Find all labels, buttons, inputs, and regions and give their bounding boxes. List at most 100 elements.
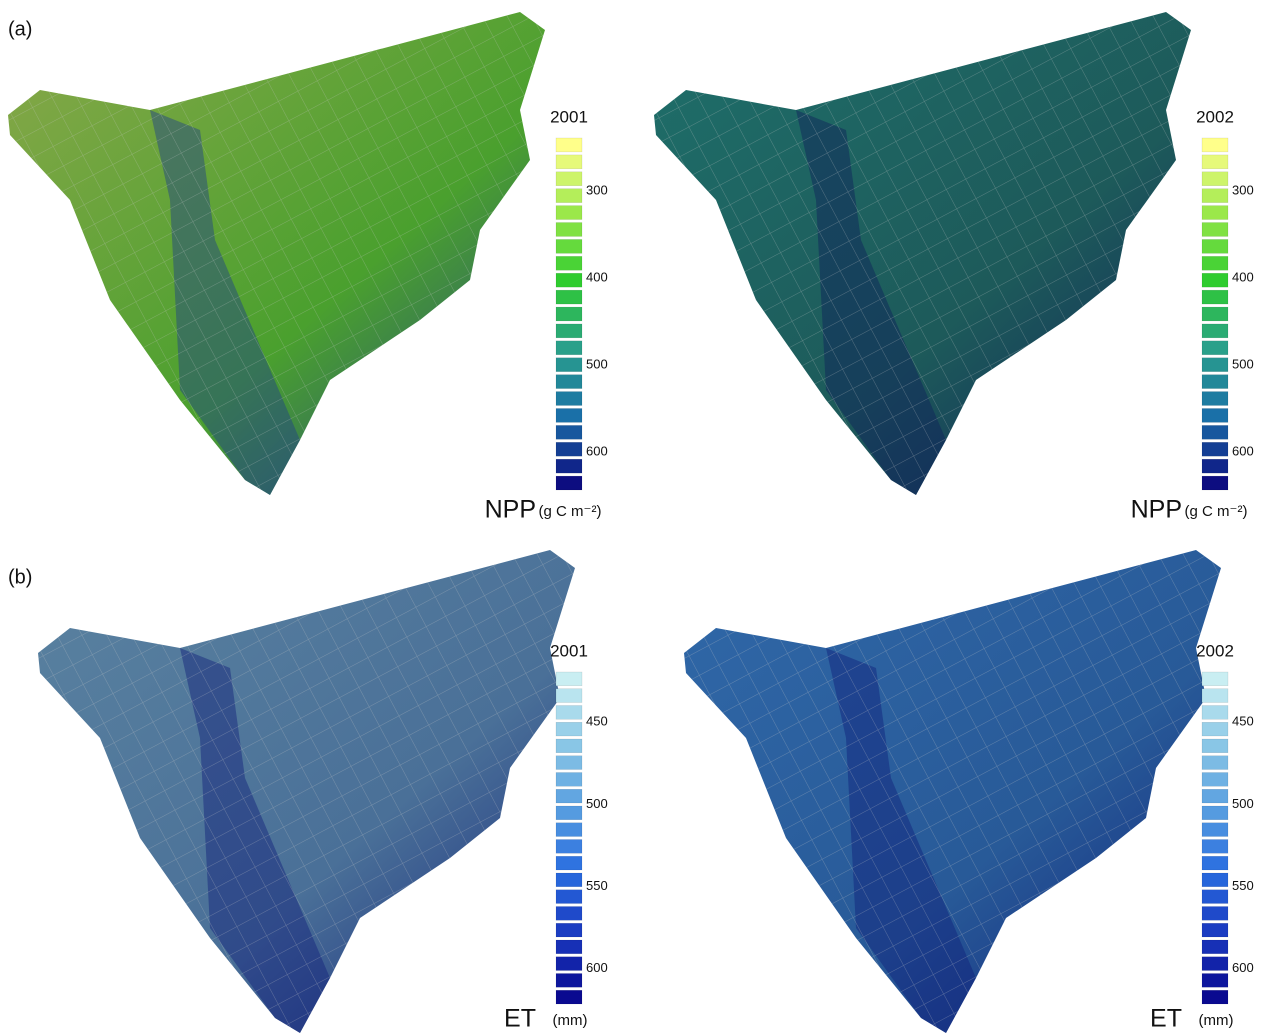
colorbar-swatch <box>555 923 583 938</box>
colorbar-swatch <box>555 990 583 1005</box>
panel-label: (a) <box>8 18 32 40</box>
colorbar-swatch <box>1201 889 1229 904</box>
colorbar-swatch <box>1201 391 1229 406</box>
colorbar-swatch <box>1201 374 1229 389</box>
colorbar-swatch <box>1201 222 1229 237</box>
colorbar-swatch <box>1201 306 1229 322</box>
variable-label: NPP <box>485 496 536 524</box>
colorbar-tick-label: 500 <box>586 357 608 372</box>
colorbar-swatch <box>555 137 583 153</box>
colorbar-tick-label: 500 <box>586 796 608 811</box>
colorbar-swatch <box>555 475 583 491</box>
colorbar-swatch <box>1201 188 1229 203</box>
colorbar-swatch <box>1201 425 1229 440</box>
colorbar-swatch <box>555 705 583 720</box>
colorbar-swatch <box>555 289 583 305</box>
colorbar-swatch <box>1201 323 1229 339</box>
colorbar-swatch <box>1201 154 1229 170</box>
colorbar-swatch <box>1201 458 1229 474</box>
colorbar-swatch <box>555 306 583 322</box>
colorbar-swatch <box>1201 805 1229 820</box>
colorbar-swatch <box>1201 205 1229 220</box>
colorbar-swatch <box>1201 738 1229 753</box>
surface <box>8 12 545 495</box>
colorbar-tick-label: 400 <box>586 270 608 285</box>
colorbar-swatch <box>555 205 583 220</box>
colorbar-swatch <box>555 171 583 186</box>
colorbar-tick-label: 500 <box>1232 796 1254 811</box>
colorbar-swatch <box>555 789 583 804</box>
variable-label: ET <box>1150 1005 1182 1033</box>
colorbar-swatch <box>555 973 583 988</box>
colorbar-tick-label: 550 <box>586 878 608 893</box>
colorbar-swatch <box>1201 171 1229 186</box>
surface-grid <box>38 550 575 1033</box>
colorbar-swatch <box>1201 722 1229 737</box>
colorbar-swatch <box>1201 408 1229 423</box>
colorbar-swatch <box>1201 289 1229 305</box>
colorbar-swatch <box>555 154 583 170</box>
colorbar-swatch <box>555 323 583 339</box>
colorbar-year: 2001 <box>550 107 588 126</box>
colorbar-swatch <box>1201 923 1229 938</box>
colorbar-swatch <box>1201 906 1229 921</box>
colorbar-swatch <box>555 442 583 457</box>
colorbar-swatch <box>555 374 583 389</box>
colorbar-swatch <box>555 391 583 406</box>
colorbar-swatch <box>1201 755 1229 770</box>
unit-label: (mm) <box>553 1012 588 1029</box>
colorbar-swatch <box>1201 705 1229 720</box>
colorbar-swatch <box>555 425 583 440</box>
colorbar-swatch <box>555 738 583 753</box>
colorbar-swatch <box>555 188 583 203</box>
colorbar-swatch <box>1201 357 1229 372</box>
colorbar-tick-label: 500 <box>1232 357 1254 372</box>
colorbar-swatch <box>555 340 583 356</box>
colorbar-swatch <box>555 939 583 954</box>
colorbar-tick-label: 450 <box>1232 714 1254 729</box>
colorbar-swatch <box>555 755 583 770</box>
variable-label: NPP <box>1131 496 1182 524</box>
colorbar-swatch <box>555 458 583 474</box>
surface <box>654 12 1191 495</box>
colorbar-swatch <box>555 856 583 871</box>
colorbar-swatch <box>555 357 583 372</box>
colorbar-swatch <box>1201 872 1229 887</box>
colorbar-swatch <box>555 239 583 254</box>
unit-label: (g C m⁻²) <box>539 503 602 520</box>
colorbar-tick-label: 600 <box>586 960 608 975</box>
colorbar-swatch <box>1201 272 1229 288</box>
colorbar-swatch <box>555 272 583 288</box>
colorbar-swatch <box>1201 671 1229 686</box>
colorbar-tick-label: 300 <box>1232 183 1254 198</box>
colorbar-swatch <box>555 688 583 703</box>
surface <box>38 550 575 1033</box>
unit-label: (g C m⁻²) <box>1185 503 1248 520</box>
colorbar-swatch <box>1201 475 1229 491</box>
colorbar-tick-label: 600 <box>1232 960 1254 975</box>
surface-grid <box>8 12 545 495</box>
colorbar-swatch <box>555 822 583 837</box>
colorbar-tick-label: 600 <box>1232 444 1254 459</box>
colorbar-swatch <box>555 222 583 237</box>
colorbar-swatch <box>555 671 583 686</box>
colorbar-swatch <box>1201 772 1229 787</box>
colorbar-year: 2002 <box>1196 107 1234 126</box>
colorbar-tick-label: 600 <box>586 444 608 459</box>
colorbar-swatch <box>1201 856 1229 871</box>
colorbar-year: 2002 <box>1196 641 1234 660</box>
colorbar-swatch <box>1201 973 1229 988</box>
colorbar-swatch <box>555 772 583 787</box>
colorbar-swatch <box>555 906 583 921</box>
colorbar-swatch <box>1201 340 1229 356</box>
colorbar-swatch <box>1201 839 1229 854</box>
colorbar-swatch <box>1201 256 1229 271</box>
surface-grid <box>654 12 1191 495</box>
colorbar-tick-label: 300 <box>586 183 608 198</box>
colorbar-swatch <box>1201 688 1229 703</box>
colorbar-swatch <box>1201 137 1229 153</box>
colorbar-year: 2001 <box>550 641 588 660</box>
colorbar-swatch <box>555 805 583 820</box>
